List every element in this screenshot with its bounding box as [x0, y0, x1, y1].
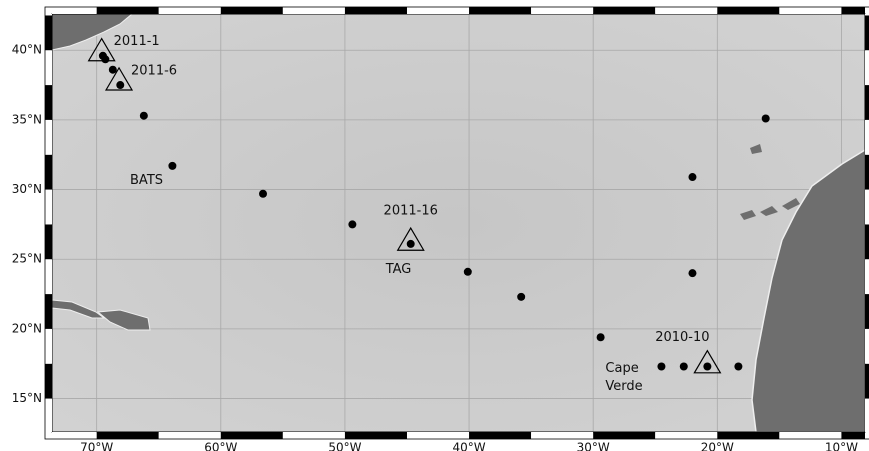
- site-label: 2011-6: [131, 63, 177, 78]
- station: [680, 363, 688, 371]
- border-segment: [159, 432, 221, 439]
- y-tick-label: 35°N: [12, 112, 42, 126]
- border-segment: [283, 432, 345, 439]
- page: {"map": { "xlim": [-73.6, -8.1], "ylim":…: [0, 0, 869, 451]
- station: [348, 220, 356, 228]
- station: [517, 293, 525, 301]
- border-segment: [717, 432, 779, 439]
- y-tick-label: 20°N: [12, 321, 42, 335]
- border-segment: [841, 432, 865, 439]
- border-segment: [45, 120, 52, 155]
- station: [597, 333, 605, 341]
- station: [101, 55, 109, 63]
- border-segment: [45, 364, 52, 399]
- border-segment: [865, 85, 869, 120]
- border-segment: [865, 14, 869, 15]
- border-segment: [779, 432, 841, 439]
- border-segment: [865, 190, 869, 225]
- site-label: 2011-16: [384, 204, 438, 219]
- x-tick-label: 20°W: [701, 441, 734, 451]
- border-segment: [865, 399, 869, 432]
- station: [657, 363, 665, 371]
- y-tick-label: 30°N: [12, 182, 42, 196]
- place-label: BATS: [130, 172, 180, 190]
- station: [116, 81, 124, 89]
- border-segment: [52, 7, 97, 14]
- site-label: 2010-10: [655, 330, 709, 345]
- border-segment: [45, 14, 52, 15]
- border-segment: [593, 432, 655, 439]
- station: [688, 173, 696, 181]
- border-segment: [865, 224, 869, 259]
- border-segment: [531, 7, 593, 14]
- border-segment: [865, 364, 869, 399]
- border-segment: [45, 15, 52, 50]
- border-segment: [865, 15, 869, 50]
- border-segment: [45, 85, 52, 120]
- x-tick-label: 70°W: [80, 441, 113, 451]
- x-tick-label: 50°W: [328, 441, 361, 451]
- station: [140, 112, 148, 120]
- station: [703, 363, 711, 371]
- border-segment: [283, 7, 345, 14]
- border-segment: [865, 155, 869, 190]
- x-tick-label: 40°W: [452, 441, 485, 451]
- border-segment: [841, 7, 865, 14]
- border-segment: [97, 432, 159, 439]
- border-segment: [45, 329, 52, 364]
- border-segment: [45, 190, 52, 225]
- border-segment: [655, 7, 717, 14]
- border-segment: [865, 120, 869, 155]
- station: [688, 269, 696, 277]
- place-label: Cape Verde: [605, 360, 655, 396]
- station: [109, 66, 117, 74]
- border-segment: [45, 294, 52, 329]
- border-segment: [45, 50, 52, 85]
- border-segment: [97, 7, 159, 14]
- station: [464, 268, 472, 276]
- border-segment: [221, 432, 283, 439]
- border-segment: [221, 7, 283, 14]
- station: [168, 162, 176, 170]
- border-segment: [469, 432, 531, 439]
- x-tick-label: 10°W: [825, 441, 858, 451]
- border-segment: [865, 259, 869, 294]
- border-segment: [865, 50, 869, 85]
- border-segment: [717, 7, 779, 14]
- border-segment: [469, 7, 531, 14]
- x-tick-label: 30°W: [577, 441, 610, 451]
- border-segment: [407, 7, 469, 14]
- border-segment: [407, 432, 469, 439]
- y-tick-label: 15°N: [12, 391, 42, 405]
- border-segment: [345, 432, 407, 439]
- site-label: 2011-1: [114, 34, 160, 49]
- place-label: TAG: [386, 261, 436, 279]
- border-segment: [779, 7, 841, 14]
- border-segment: [45, 399, 52, 432]
- station: [762, 115, 770, 123]
- border-segment: [655, 432, 717, 439]
- border-segment: [45, 259, 52, 294]
- station: [734, 363, 742, 371]
- border-segment: [865, 294, 869, 329]
- map: 2011-1 2011-6 2011-16 2010-10 70°W 60°W 50°W 4…: [0, 0, 869, 451]
- border-segment: [345, 7, 407, 14]
- x-tick-label: 60°W: [204, 441, 237, 451]
- border-segment: [593, 7, 655, 14]
- border-segment: [159, 7, 221, 14]
- station: [259, 190, 267, 198]
- border-segment: [531, 432, 593, 439]
- y-tick-label: 25°N: [12, 252, 42, 266]
- y-tick-label: 40°N: [12, 43, 42, 57]
- border-segment: [45, 224, 52, 259]
- border-segment: [865, 329, 869, 364]
- border-segment: [45, 155, 52, 190]
- border-segment: [52, 432, 97, 439]
- station: [407, 240, 415, 248]
